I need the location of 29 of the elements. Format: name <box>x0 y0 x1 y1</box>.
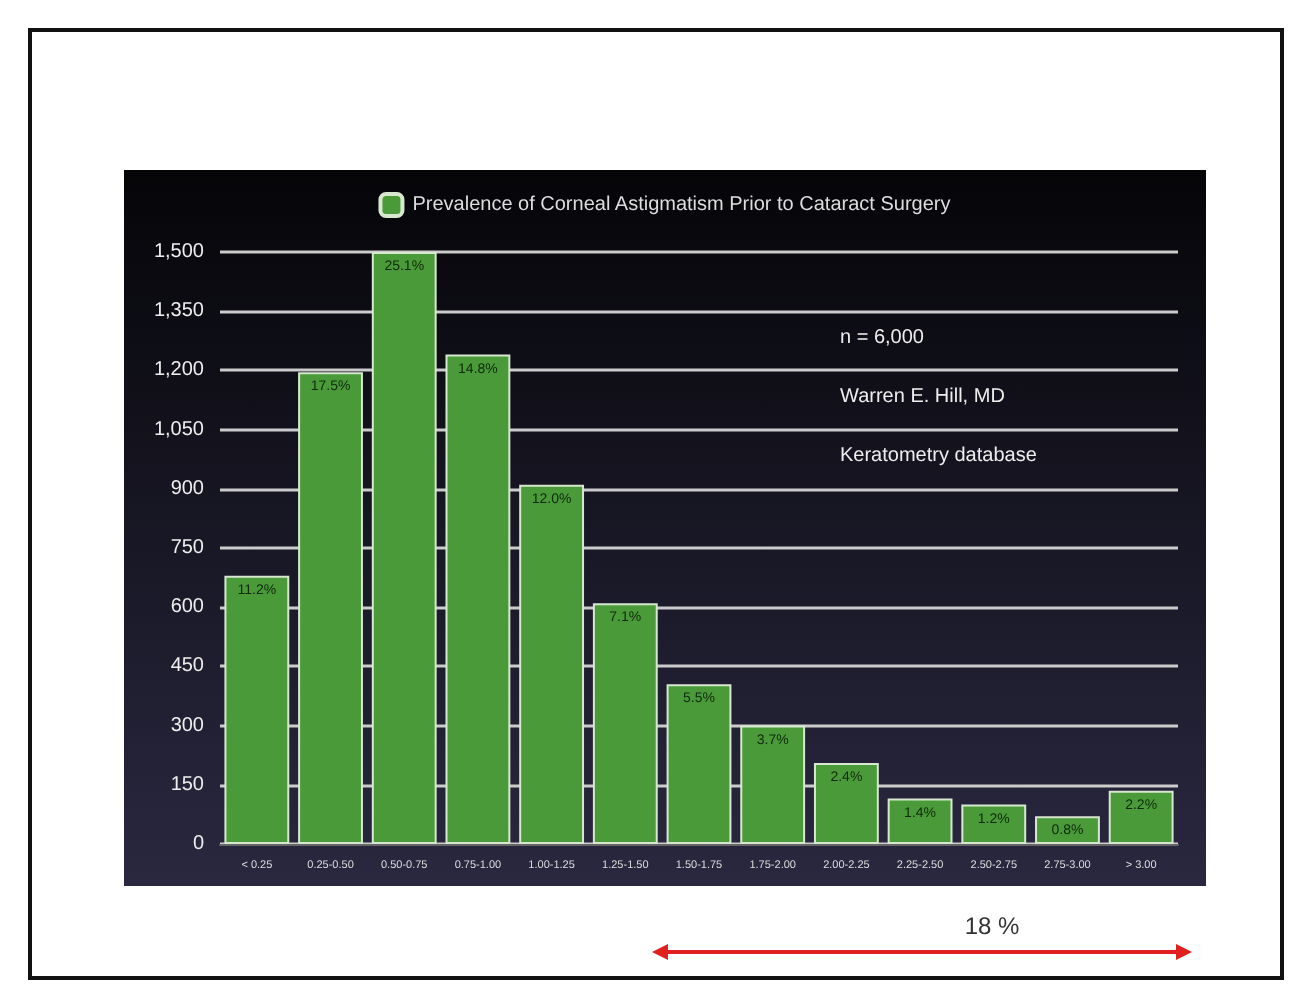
annotation: n = 6,000 <box>840 327 925 349</box>
y-tick-label: 0 <box>192 833 205 855</box>
y-tick-label: 900 <box>170 477 205 500</box>
bar <box>519 484 585 844</box>
bar <box>298 372 363 844</box>
text: 18 % <box>962 912 1022 940</box>
y-tick-label: 450 <box>170 655 205 678</box>
legend-label: Prevalence of Corneal Astigmatism Prior to Cataract Surgery <box>412 194 951 216</box>
annotation: Warren E. Hill, MD <box>840 386 1005 409</box>
y-tick-label: 1,500 <box>153 241 205 263</box>
bar <box>445 354 511 844</box>
bar <box>961 804 1027 844</box>
bar <box>224 575 290 844</box>
bar <box>813 763 879 844</box>
bar <box>666 684 732 844</box>
y-tick-label: 1,200 <box>153 359 205 382</box>
bar <box>887 798 953 844</box>
bar <box>371 252 437 844</box>
y-tick-label: 750 <box>170 537 205 559</box>
bar <box>740 725 806 844</box>
y-tick-label: 1,350 <box>153 300 205 323</box>
y-tick-label: 600 <box>170 596 205 619</box>
y-tick-label: 300 <box>170 714 205 737</box>
bar <box>1035 816 1100 844</box>
y-tick-label: 150 <box>170 773 205 796</box>
bar <box>1108 790 1174 844</box>
annotation: Keratometry database <box>840 445 1038 468</box>
bar <box>592 603 658 844</box>
y-tick-label: 1,050 <box>153 418 205 441</box>
